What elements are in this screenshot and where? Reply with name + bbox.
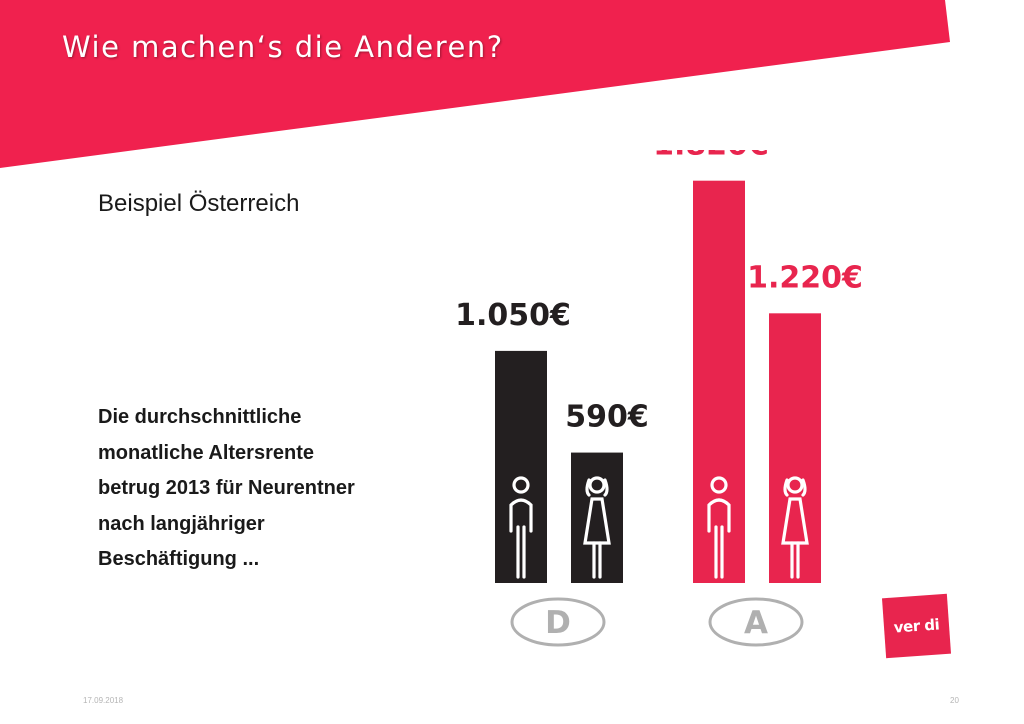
slide-subtitle: Beispiel Österreich	[98, 190, 300, 217]
footer-date: 17.09.2018	[83, 696, 124, 705]
bar	[769, 313, 821, 583]
bar	[693, 180, 745, 583]
body-text: Die durchschnittliche monatliche Altersr…	[98, 400, 428, 578]
man-figure-icon	[509, 476, 533, 579]
pension-bar-chart: 1.050€ 590€ D 1.820€ 1.220€ A	[455, 150, 863, 647]
bar	[571, 452, 623, 583]
verdi-logo: ver di	[881, 593, 952, 659]
woman-figure-icon	[583, 476, 611, 579]
body-line: Die durchschnittliche	[98, 406, 302, 428]
bar	[495, 350, 547, 583]
bar-value-label: 1.220€	[747, 260, 863, 295]
bar-value-label: 1.050€	[455, 298, 571, 333]
woman-figure-icon	[781, 476, 809, 579]
body-line: betrug 2013 für Neurentner	[98, 477, 355, 499]
bar-value-label: 1.820€	[653, 150, 769, 163]
man-figure-icon	[707, 476, 731, 579]
body-line: Beschäftigung ...	[98, 548, 260, 570]
title-banner	[0, 0, 950, 168]
country-oval	[708, 597, 804, 647]
page-number: 20	[950, 696, 959, 705]
country-label: A	[744, 605, 768, 641]
country-label: D	[545, 605, 571, 641]
country-oval	[510, 597, 606, 647]
body-line: monatliche Altersrente	[98, 441, 314, 464]
slide-title: Wie machen‘s die Anderen?	[62, 30, 504, 64]
body-line: nach langjähriger	[98, 512, 265, 535]
bar-value-label: 590€	[565, 400, 649, 435]
